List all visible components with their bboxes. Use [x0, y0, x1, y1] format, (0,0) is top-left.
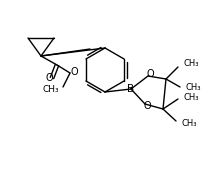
Text: CH₃: CH₃	[42, 86, 59, 95]
Text: CH₃: CH₃	[185, 82, 200, 91]
Text: O: O	[70, 67, 78, 77]
Text: CH₃: CH₃	[183, 93, 198, 102]
Text: B: B	[127, 84, 135, 94]
Text: O: O	[143, 101, 151, 111]
Text: CH₃: CH₃	[181, 119, 196, 128]
Text: CH₃: CH₃	[183, 60, 198, 69]
Text: O: O	[146, 69, 154, 79]
Text: O: O	[45, 73, 53, 83]
